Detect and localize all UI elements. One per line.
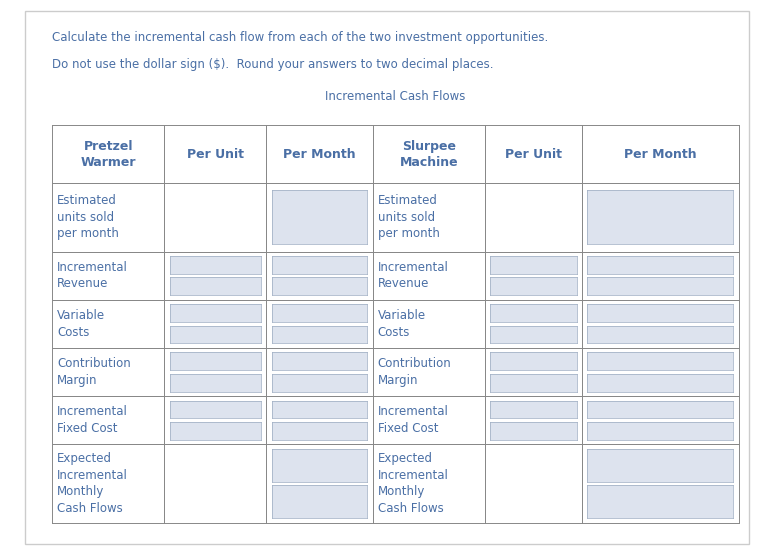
Text: Incremental
Fixed Cost: Incremental Fixed Cost [57,405,128,435]
Text: Contribution
Margin: Contribution Margin [378,357,452,387]
Text: Pretzel
Warmer: Pretzel Warmer [81,139,136,169]
Text: Per Month: Per Month [283,148,356,160]
Text: Do not use the dollar sign ($).  Round your answers to two decimal places.: Do not use the dollar sign ($). Round yo… [52,58,494,71]
Text: Variable
Costs: Variable Costs [378,309,425,339]
Text: Incremental Cash Flows: Incremental Cash Flows [325,90,466,103]
Text: Incremental
Fixed Cost: Incremental Fixed Cost [378,405,449,435]
Text: Incremental
Revenue: Incremental Revenue [378,261,449,290]
Text: Per Unit: Per Unit [505,148,562,160]
Text: Expected
Incremental
Monthly
Cash Flows: Expected Incremental Monthly Cash Flows [57,452,128,515]
Text: Per Unit: Per Unit [187,148,244,160]
Text: Variable
Costs: Variable Costs [57,309,105,339]
Text: Slurpee
Machine: Slurpee Machine [400,139,458,169]
Text: Incremental
Revenue: Incremental Revenue [57,261,128,290]
Text: Contribution
Margin: Contribution Margin [57,357,131,387]
Text: Estimated
units sold
per month: Estimated units sold per month [378,194,439,240]
Text: Per Month: Per Month [624,148,697,160]
Text: Expected
Incremental
Monthly
Cash Flows: Expected Incremental Monthly Cash Flows [378,452,449,515]
Text: Estimated
units sold
per month: Estimated units sold per month [57,194,119,240]
Text: Calculate the incremental cash flow from each of the two investment opportunitie: Calculate the incremental cash flow from… [52,31,549,43]
